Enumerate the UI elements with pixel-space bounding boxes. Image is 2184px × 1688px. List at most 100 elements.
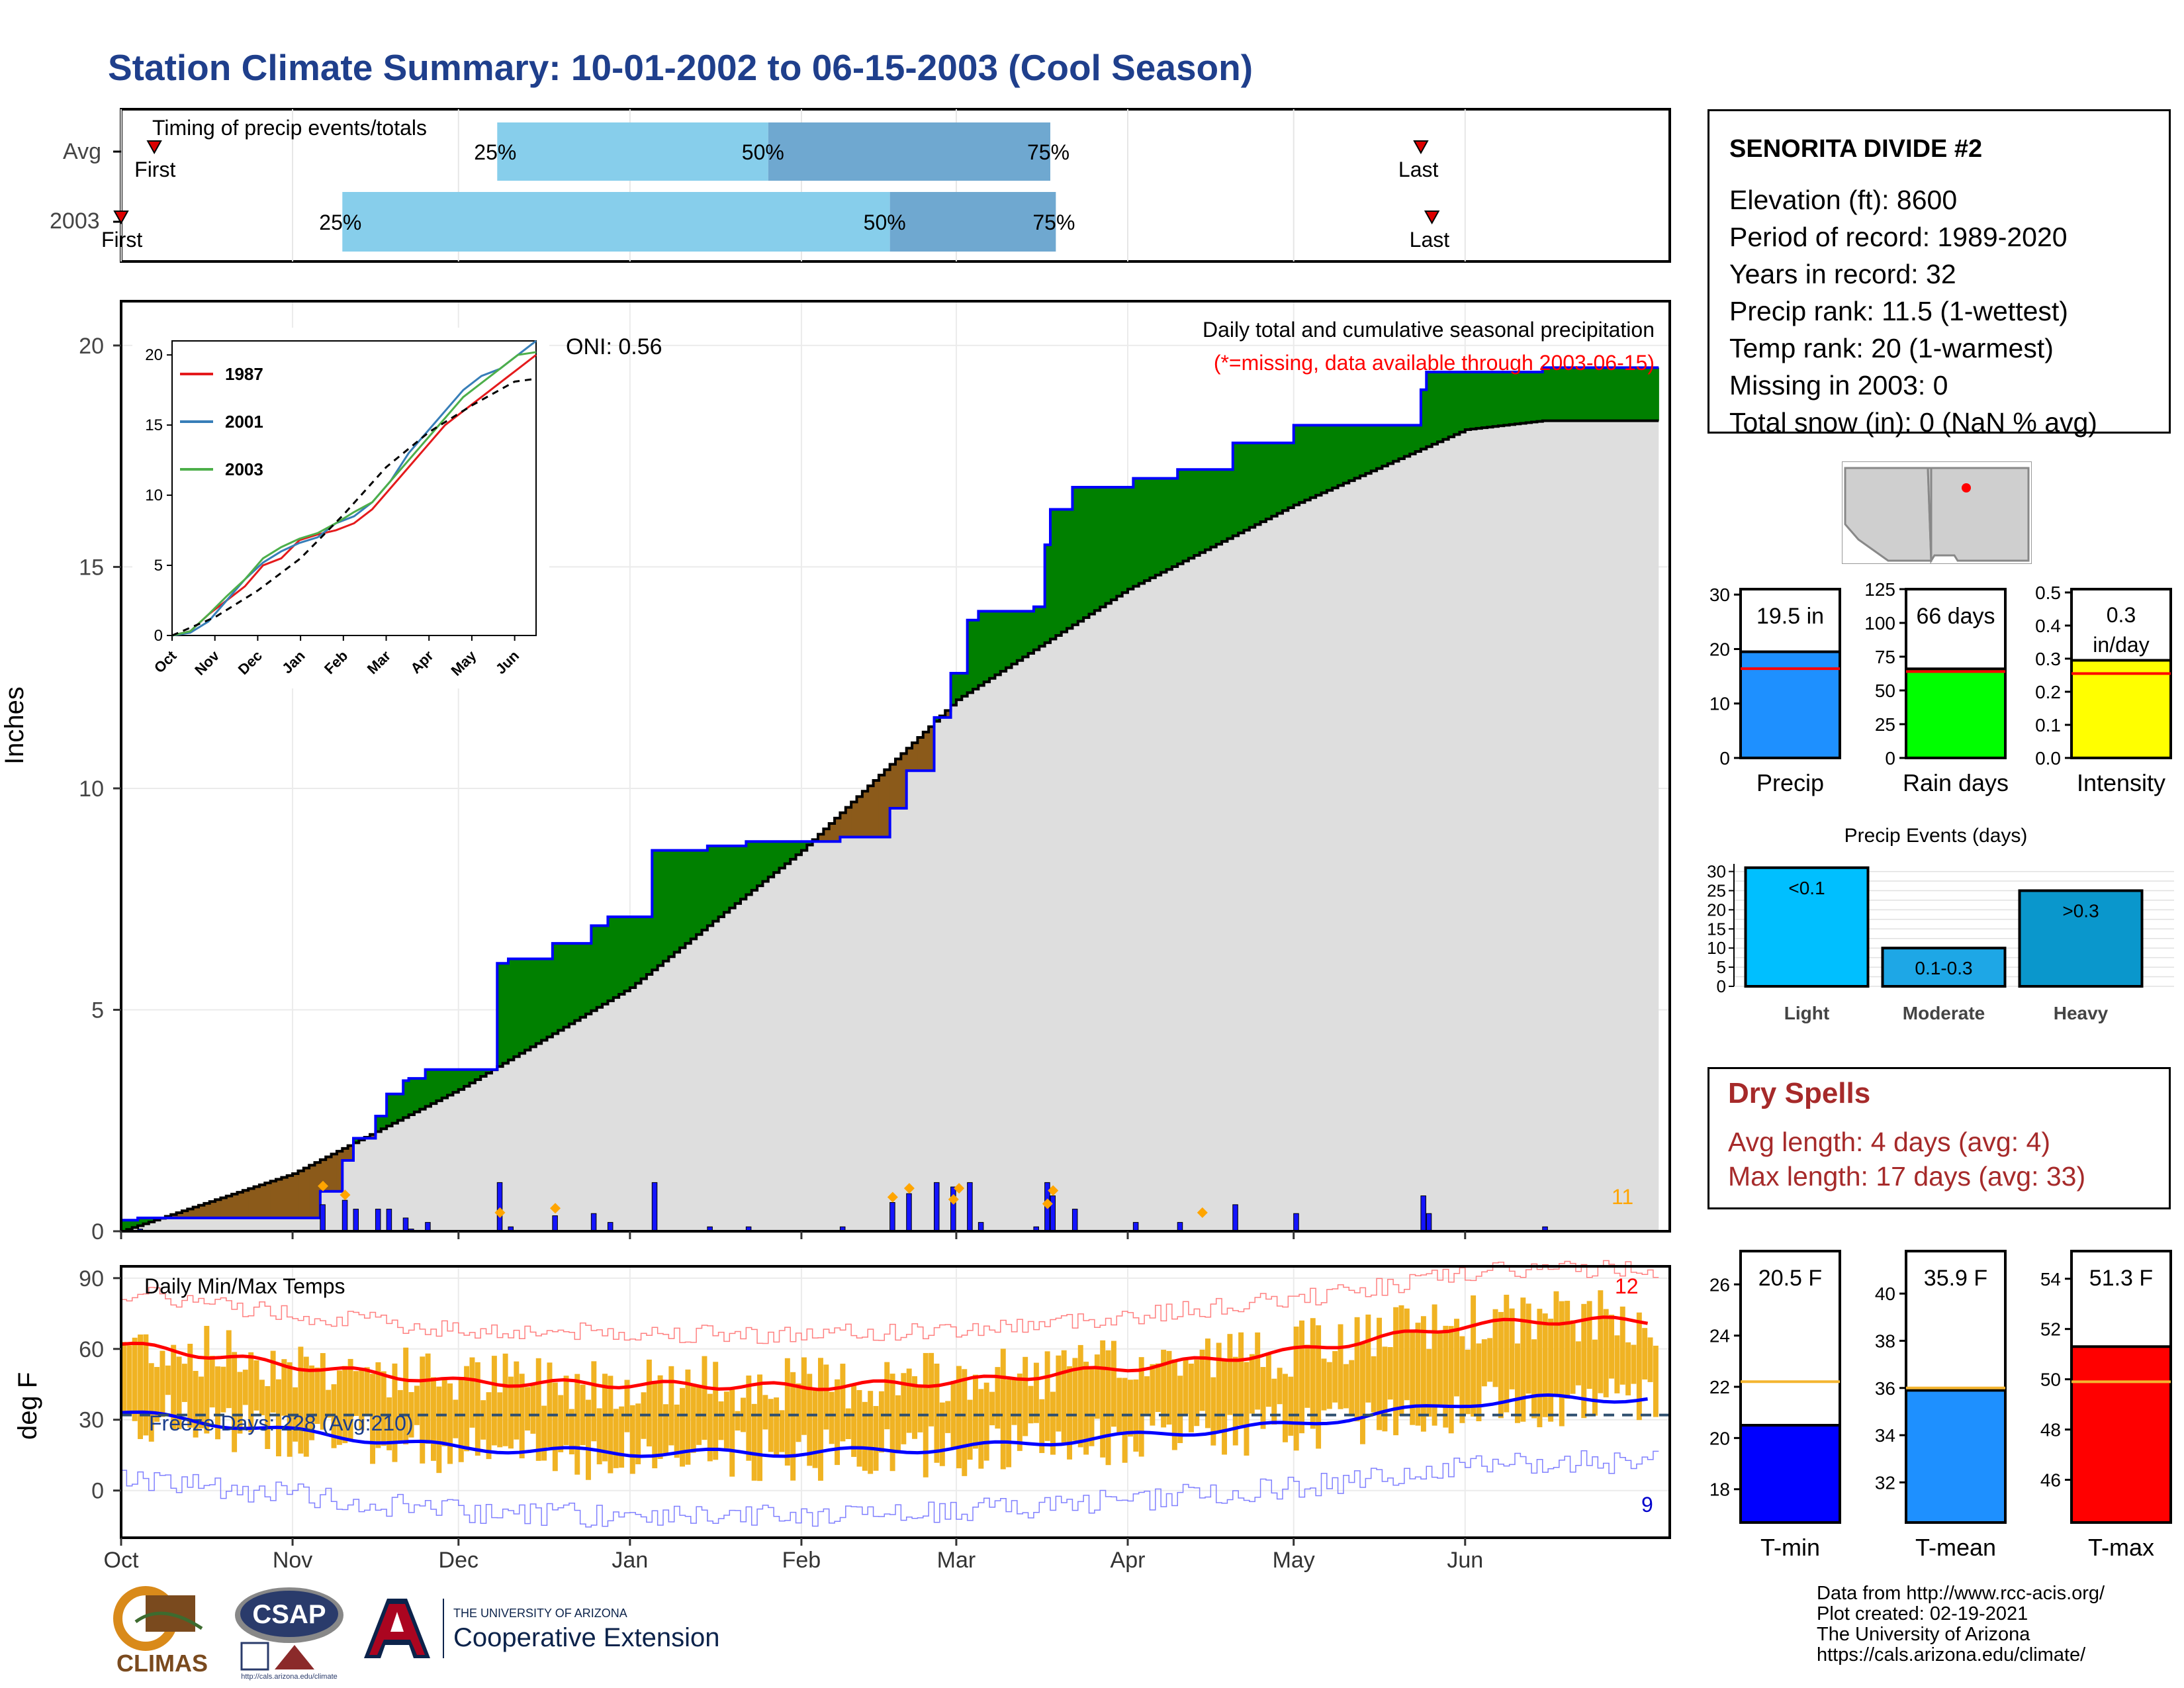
departure-fill bbox=[823, 829, 830, 842]
departure-fill bbox=[751, 841, 758, 890]
daily-temp-range-bar bbox=[469, 1357, 475, 1428]
daily-temp-range-bar bbox=[508, 1376, 514, 1449]
inset-chart: 0 5 10 15 20 Oct Nov Dec Jan Feb Mar Apr May Jun 1987 2… bbox=[145, 340, 537, 679]
departure-fill bbox=[956, 673, 962, 700]
daily-temp-range-bar bbox=[1642, 1328, 1648, 1380]
summary-value-label: 51.3 F bbox=[2089, 1266, 2153, 1291]
inset-x-tick-label: Nov bbox=[191, 647, 223, 679]
temp-chart: 0 30 60 90 bbox=[79, 1260, 1671, 1546]
x-tick-label-oct: Oct bbox=[103, 1548, 139, 1573]
daily-temp-range-bar bbox=[624, 1380, 630, 1432]
summary-name: T-min bbox=[1760, 1534, 1820, 1561]
daily-temp-range-bar bbox=[895, 1395, 901, 1454]
daily-temp-range-bar bbox=[1077, 1344, 1083, 1448]
departure-fill bbox=[586, 943, 592, 1014]
departure-fill bbox=[762, 841, 769, 882]
departure-fill bbox=[370, 1134, 377, 1139]
daily-temp-range-bar bbox=[1487, 1338, 1493, 1382]
departure-fill bbox=[580, 943, 586, 1017]
daily-temp-range-bar bbox=[1393, 1307, 1399, 1436]
departure-fill bbox=[735, 845, 741, 904]
departure-fill bbox=[1138, 478, 1145, 584]
daily-temp-range-bar bbox=[1647, 1337, 1653, 1382]
departure-fill bbox=[1426, 372, 1433, 447]
daily-temp-range-bar bbox=[1188, 1363, 1194, 1432]
departure-fill bbox=[392, 1094, 398, 1123]
daily-temp-range-bar bbox=[1288, 1376, 1294, 1436]
daily-precip-bar bbox=[552, 1215, 558, 1232]
departure-fill bbox=[1227, 469, 1234, 539]
daily-temp-range-bar bbox=[646, 1359, 652, 1447]
daily-temp-range-bar bbox=[1360, 1342, 1365, 1444]
departure-fill bbox=[1199, 469, 1206, 553]
daily-temp-range-bar bbox=[1603, 1309, 1609, 1397]
departure-fill bbox=[779, 841, 786, 868]
daily-temp-range-bar bbox=[1415, 1323, 1421, 1426]
departure-fill bbox=[1647, 367, 1654, 421]
daily-temp-range-bar bbox=[530, 1383, 536, 1434]
daily-temp-range-bar bbox=[1067, 1366, 1073, 1460]
daily-temp-range-bar bbox=[812, 1389, 818, 1468]
daily-temp-range-bar bbox=[1089, 1368, 1095, 1446]
station-snow: Total snow (in): 0 (NaN % avg) bbox=[1729, 407, 2097, 438]
events-tick-label: 15 bbox=[1707, 919, 1726, 939]
departure-fill bbox=[962, 673, 968, 696]
departure-fill bbox=[1653, 367, 1659, 421]
daily-temp-range-bar bbox=[1166, 1350, 1172, 1425]
daily-temp-range-bar bbox=[199, 1376, 204, 1429]
daily-temp-range-bar bbox=[729, 1389, 735, 1477]
daily-temp-range-bar bbox=[1094, 1354, 1100, 1419]
departure-fill bbox=[1332, 425, 1339, 489]
departure-fill bbox=[320, 1159, 326, 1192]
daily-temp-range-bar bbox=[1033, 1362, 1039, 1423]
summary-tick-label: 20 bbox=[1709, 639, 1730, 659]
daily-temp-range-bar bbox=[613, 1409, 619, 1468]
daily-temp-range-bar bbox=[1277, 1368, 1283, 1405]
dry-avg-length: Avg length: 4 days (avg: 4) bbox=[1728, 1127, 2050, 1157]
daily-temp-range-bar bbox=[779, 1410, 785, 1452]
departure-fill bbox=[193, 1207, 199, 1218]
departure-fill bbox=[1565, 367, 1571, 421]
daily-temp-range-bar bbox=[685, 1369, 691, 1465]
daily-temp-range-bar bbox=[242, 1370, 248, 1405]
daily-temp-range-bar bbox=[1238, 1332, 1244, 1426]
daily-temp-range-bar bbox=[1636, 1312, 1642, 1421]
departure-fill bbox=[1116, 487, 1123, 596]
departure-fill bbox=[1144, 478, 1151, 581]
departure-fill bbox=[314, 1162, 321, 1218]
departure-fill bbox=[1205, 469, 1211, 550]
departure-fill bbox=[331, 1154, 338, 1192]
departure-fill bbox=[741, 845, 747, 900]
daily-precip-bar bbox=[496, 1182, 503, 1232]
departure-fill bbox=[547, 959, 553, 1037]
daily-temp-range-bar bbox=[574, 1374, 580, 1475]
daily-temp-range-bar bbox=[934, 1363, 940, 1463]
daily-temp-range-bar bbox=[1072, 1358, 1078, 1441]
departure-fill bbox=[1017, 611, 1023, 661]
departure-fill bbox=[1028, 611, 1034, 654]
departure-fill bbox=[790, 841, 797, 859]
departure-fill bbox=[287, 1175, 293, 1218]
daily-temp-range-bar bbox=[320, 1353, 326, 1430]
last-event-label: Last bbox=[1410, 228, 1450, 252]
average-cumulative-line bbox=[121, 419, 1659, 1233]
daily-temp-range-bar bbox=[1171, 1359, 1177, 1450]
daily-temp-range-bar bbox=[309, 1365, 315, 1440]
daily-temp-range-bar bbox=[1586, 1301, 1592, 1389]
departure-fill bbox=[1265, 443, 1272, 519]
daily-temp-range-bar bbox=[1531, 1339, 1537, 1419]
departure-fill bbox=[181, 1211, 188, 1218]
departure-fill bbox=[995, 611, 1001, 675]
temp-y-tick-label: 30 bbox=[79, 1408, 104, 1433]
temp-plot-frame bbox=[120, 1265, 1671, 1539]
event-bar-heavy bbox=[2018, 889, 2144, 988]
summary-intensity: 0.0 0.1 0.2 0.3 0.4 0.5 0.3 in/day Intensity bbox=[2012, 576, 2184, 808]
departure-fill bbox=[1260, 443, 1267, 522]
departure-fill bbox=[387, 1094, 393, 1126]
departure-fill bbox=[690, 850, 697, 939]
daily-temp-range-bar bbox=[962, 1369, 968, 1476]
departure-fill bbox=[1183, 469, 1189, 561]
departure-fill bbox=[480, 1069, 487, 1077]
departure-fill bbox=[646, 916, 653, 974]
departure-fill bbox=[143, 1217, 150, 1224]
